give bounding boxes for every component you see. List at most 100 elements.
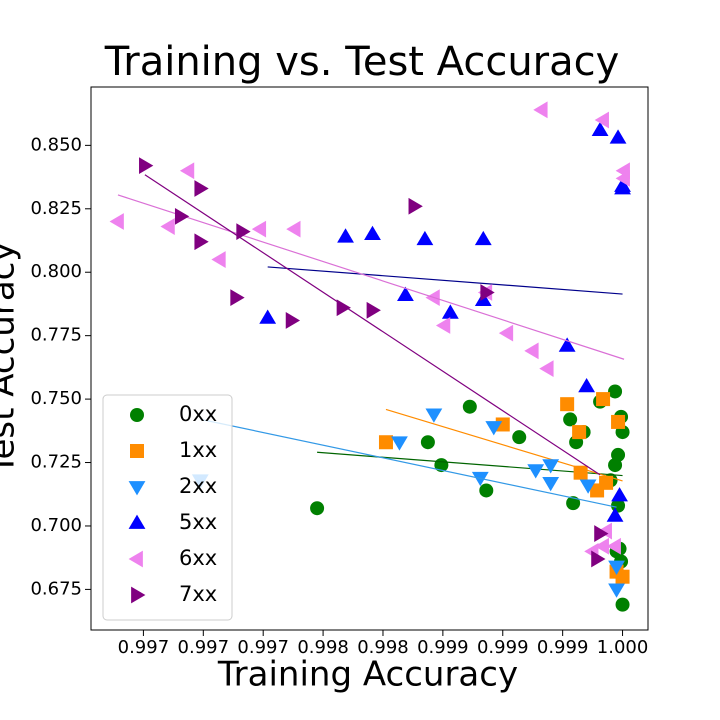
legend: 0xx 1xx 2xx 5xx 6xx 7xx [102,394,233,621]
point [109,213,124,230]
legend-marker [128,514,146,529]
point [611,487,628,502]
y-tick-label: 0.825 [30,198,82,219]
point [563,412,578,427]
point [614,177,631,192]
point [608,560,625,575]
point [441,304,459,319]
point [594,111,609,129]
point [615,569,630,584]
point [578,378,596,393]
point [599,475,614,490]
point [194,233,209,251]
point [558,337,576,352]
y-tick-label: 0.725 [30,452,82,473]
point [485,421,503,436]
x-tick-label: 0.998 [297,637,349,658]
point [310,501,325,516]
point [236,223,251,241]
point [527,464,545,479]
point [539,360,554,378]
point [542,476,560,492]
point [560,397,575,412]
fit-line [317,451,623,477]
point [230,289,245,307]
y-tick-label: 0.700 [30,515,82,536]
y-tick-label: 0.675 [30,578,82,599]
x-tick-label: 0.999 [477,637,529,658]
point [366,301,381,319]
legend-marker [128,481,146,496]
point [591,121,609,137]
fit-line [144,174,601,476]
y-tick-label: 0.775 [30,325,82,346]
point [139,157,154,175]
point [608,384,623,399]
point [425,408,443,423]
legend-marker [128,550,143,568]
point [611,414,626,429]
point [179,162,195,180]
legend-marker [130,408,144,422]
point [462,399,477,414]
point [337,228,354,243]
point [533,101,548,119]
chart-title: Training vs. Test Accuracy [104,39,620,85]
plot-area [109,101,631,612]
point [408,197,423,215]
point [591,550,606,568]
point [597,522,612,540]
x-tick-label: 0.998 [357,637,409,658]
point [596,392,611,407]
point [160,218,175,235]
point [572,425,587,440]
point [594,525,609,542]
point [608,583,625,598]
point [286,220,301,238]
x-tick-label: 0.997 [118,637,170,658]
point [512,430,527,445]
x-tick-label: 0.997 [237,637,289,658]
plot-frame [90,86,649,631]
point [471,471,489,487]
y-tick-label: 0.750 [30,388,82,409]
point [594,537,609,555]
point [211,251,226,268]
point [480,284,495,301]
point [364,225,381,241]
point [606,537,621,555]
point [378,435,393,450]
y-tick-label: 0.850 [30,134,82,155]
point [416,230,434,246]
point [495,417,510,432]
legend-label: 0xx [179,402,217,426]
x-tick-label: 1.000 [597,637,649,658]
point [259,309,277,324]
point [615,597,630,612]
point [285,312,301,329]
legend-label: 1xx [179,438,217,462]
point [609,129,627,144]
point [435,317,451,334]
point [420,435,435,450]
x-tick-label: 0.997 [178,637,230,658]
y-axis-label: Test Accuracy [0,242,23,476]
point [174,208,190,225]
legend-label: 6xx [179,546,217,570]
point [611,447,626,462]
legend-label: 2xx [179,474,217,498]
fit-line [117,194,625,360]
point [498,324,514,342]
y-tick-label: 0.800 [30,261,82,282]
fit-line [385,408,623,482]
x-tick-label: 0.999 [417,637,469,658]
legend-label: 5xx [179,510,217,534]
point [566,496,581,511]
fit-line [200,418,617,508]
fit-line [267,266,623,295]
x-axis-label: Training Accuracy [217,655,518,695]
point [542,459,560,474]
point [474,230,492,246]
point [194,180,209,197]
